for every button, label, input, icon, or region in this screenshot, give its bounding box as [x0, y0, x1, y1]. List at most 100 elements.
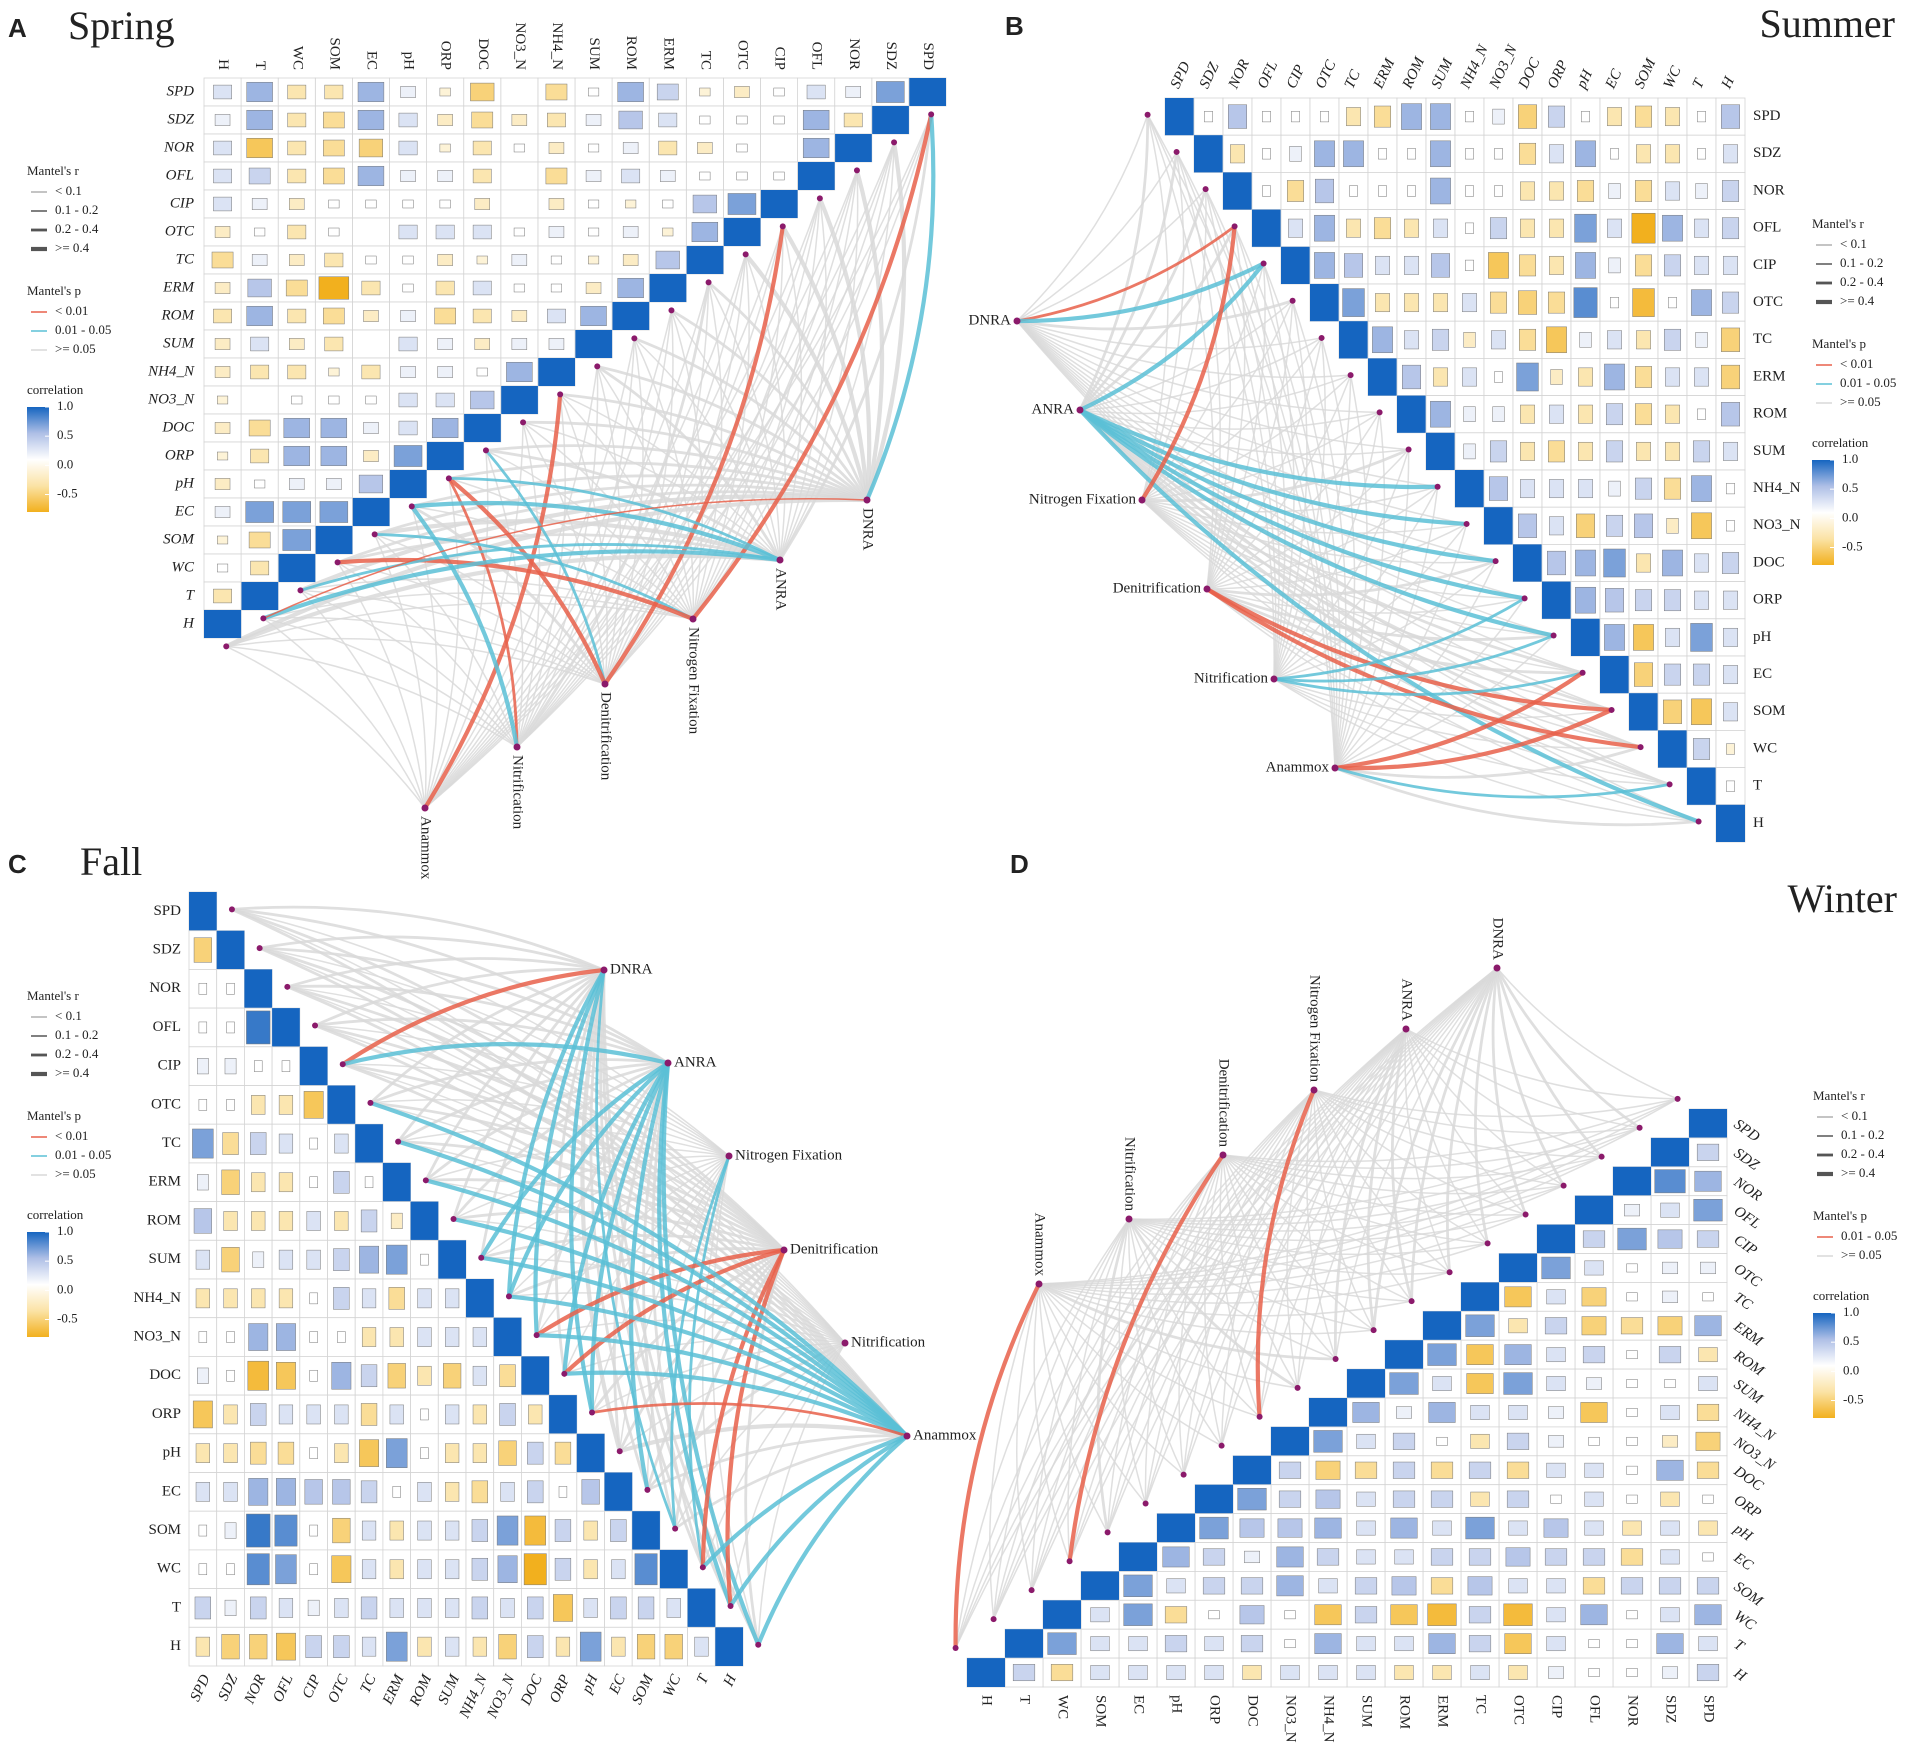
correlation-square — [585, 282, 602, 294]
correlation-square — [224, 1522, 237, 1539]
correlation-square — [1375, 255, 1390, 275]
correlation-square — [1281, 246, 1310, 284]
correlation-square — [1607, 218, 1622, 238]
variable-node — [334, 559, 341, 566]
links — [1016, 114, 1700, 827]
correlation-square — [244, 969, 273, 1009]
correlation-square — [1392, 1432, 1416, 1450]
correlation-square — [1164, 1635, 1188, 1653]
mantel-link — [1404, 1028, 1451, 1273]
correlation-square — [1588, 1436, 1600, 1446]
row-label: H — [182, 615, 195, 631]
column-label: SDZ — [883, 42, 899, 70]
correlation-square — [579, 1631, 602, 1662]
correlation-square — [250, 1441, 267, 1465]
correlation-square — [1626, 1668, 1638, 1677]
correlation-square — [1624, 1204, 1640, 1217]
variable-node — [367, 1099, 374, 1106]
correlation-square — [389, 1559, 404, 1580]
correlation-square — [1636, 330, 1651, 350]
correlation-square — [1657, 1229, 1683, 1249]
correlation-square — [1506, 1490, 1530, 1508]
row-label: pH — [1753, 629, 1772, 645]
correlation-square — [417, 1482, 432, 1502]
correlation-square — [1634, 105, 1653, 128]
row-label: TC — [1731, 1290, 1756, 1314]
correlation-square — [217, 395, 229, 405]
process-node — [1402, 1025, 1410, 1033]
correlation-square — [364, 1176, 374, 1189]
mantel-link — [226, 645, 518, 748]
correlation-square — [513, 143, 525, 153]
correlation-square — [289, 254, 305, 266]
correlation-square — [1394, 1665, 1414, 1680]
correlation-square — [1726, 780, 1735, 792]
links — [953, 967, 1678, 1649]
correlation-square — [500, 1482, 515, 1502]
row-label: DOC — [149, 1367, 181, 1383]
mantel-link — [231, 905, 605, 972]
mantel-link — [604, 282, 710, 685]
correlation-square — [1574, 213, 1597, 243]
mantel-link — [1078, 151, 1178, 411]
correlation-square — [1426, 432, 1455, 470]
correlation-square — [1520, 479, 1535, 499]
correlation-square — [246, 109, 273, 131]
row-label: ROM — [1730, 1347, 1768, 1380]
correlation-square — [213, 196, 232, 212]
correlation-square — [1634, 513, 1653, 538]
correlation-square — [1662, 1435, 1678, 1448]
mantel-link — [374, 533, 518, 748]
process-node — [421, 804, 429, 812]
correlation-square — [655, 250, 680, 270]
correlation-square — [1462, 367, 1477, 387]
correlation-square — [1695, 1431, 1721, 1451]
mantel-link — [1334, 412, 1386, 769]
correlation-square — [1508, 1520, 1528, 1536]
mantel-link — [854, 169, 885, 501]
correlation-square — [736, 171, 748, 181]
mantel-link — [817, 197, 872, 501]
correlation-square — [1663, 254, 1682, 277]
correlation-square — [1520, 441, 1535, 461]
cell — [299, 1239, 328, 1280]
correlation-square — [278, 1249, 294, 1270]
correlation-square — [393, 445, 423, 467]
correlation-square — [309, 1331, 318, 1343]
mantel-link — [1079, 337, 1322, 411]
mantel-link — [447, 477, 519, 748]
correlation-square — [1262, 111, 1271, 123]
mantel-link — [1405, 1028, 1602, 1158]
mantel-link — [1078, 408, 1525, 601]
correlation-square — [250, 1132, 267, 1155]
correlation-square — [246, 137, 273, 159]
column-label: WC — [660, 1671, 684, 1699]
correlation-square — [656, 83, 679, 101]
column-label: ERM — [1435, 1695, 1451, 1728]
variable-node — [1142, 1500, 1149, 1507]
correlation-square — [1318, 1578, 1338, 1594]
correlation-square — [1465, 185, 1474, 197]
correlation-square — [1656, 1633, 1684, 1654]
cell — [500, 77, 539, 107]
mantel-link — [992, 1218, 1130, 1620]
correlation-square — [398, 336, 418, 352]
row-label: NH4_N — [147, 363, 195, 379]
mantel-link — [1495, 967, 1603, 1158]
mantel-link — [1016, 320, 1554, 637]
correlation-square — [197, 1367, 209, 1384]
correlation-square — [1356, 1433, 1376, 1449]
column-label: EC — [364, 51, 380, 70]
correlation-square — [417, 1520, 432, 1541]
correlation-square — [1547, 550, 1566, 576]
cell — [1599, 209, 1630, 248]
correlation-square — [224, 1599, 237, 1616]
row-label: SOM — [1753, 703, 1786, 719]
correlation-square — [580, 305, 607, 327]
correlation-square — [1278, 1490, 1302, 1508]
correlation-square — [445, 1443, 460, 1463]
column-label: NOR — [1625, 1695, 1641, 1727]
correlation-square — [1392, 1490, 1416, 1508]
correlation-square — [251, 1095, 266, 1115]
correlation-square — [400, 366, 416, 378]
